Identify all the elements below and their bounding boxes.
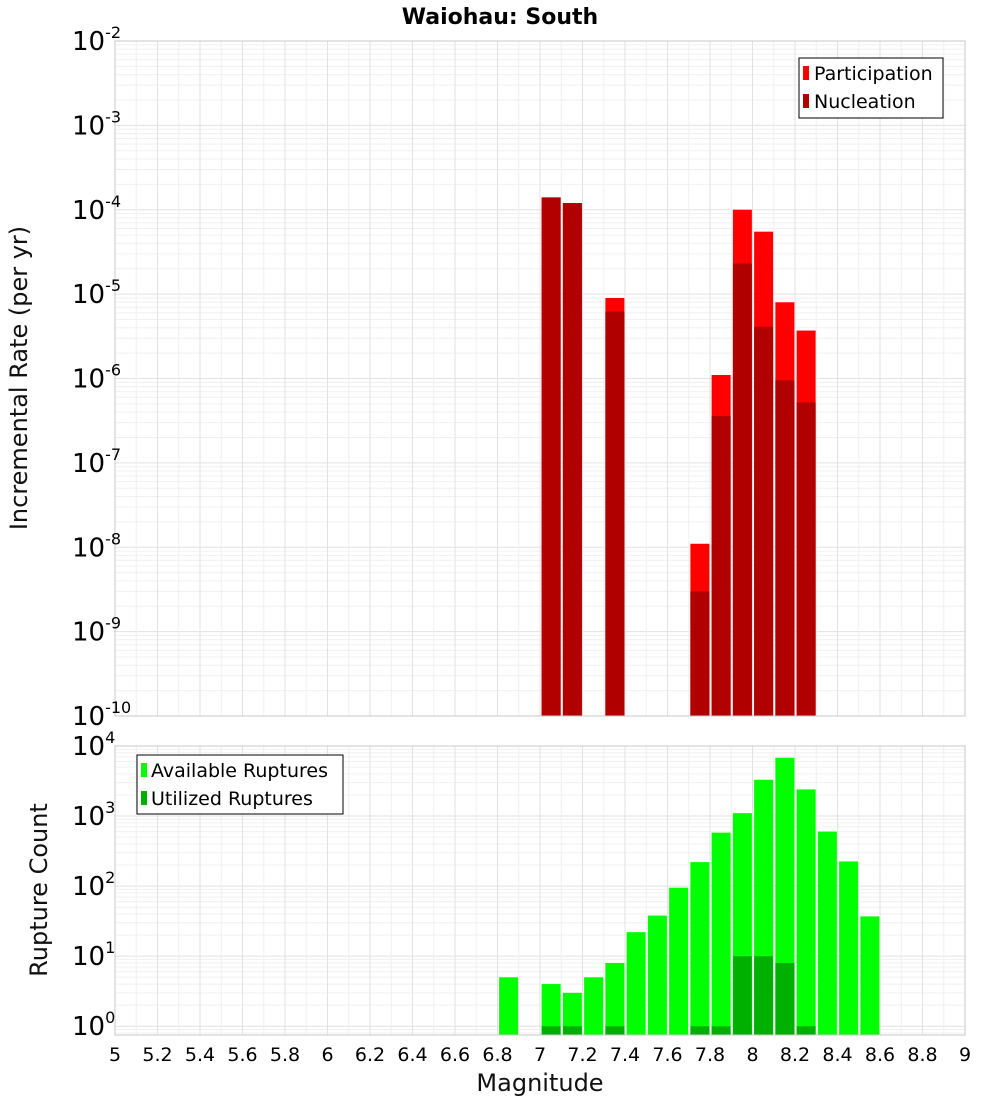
nucleation-bar	[605, 311, 625, 716]
available-bar	[562, 992, 582, 1035]
count-y-axis-label: Rupture Count	[25, 803, 53, 977]
nucleation-bar	[541, 197, 561, 717]
chart-title: Waiohau: South	[402, 5, 598, 30]
rate-legend-box	[798, 57, 944, 119]
available-bar	[796, 789, 816, 1035]
count-legend: Available Ruptures Utilized Ruptures	[136, 754, 344, 815]
x-tick-label: 7.2	[567, 1044, 597, 1066]
x-tick-label: 8.6	[865, 1044, 895, 1066]
x-tick-label: 5.6	[227, 1044, 257, 1066]
x-tick-label: 6.2	[355, 1044, 385, 1066]
rate-y-tick-label: 10-3	[72, 107, 121, 141]
utilized-bar	[775, 962, 795, 1035]
utilized-bar	[562, 1026, 582, 1035]
nucleation-bars	[541, 197, 816, 717]
x-tick-label: 8	[746, 1044, 758, 1066]
rate-y-tick-label: 10-9	[72, 614, 121, 648]
available-bar	[839, 861, 859, 1035]
rate-y-tick-label: 10-5	[72, 276, 121, 310]
count-plot-frame	[114, 745, 966, 1036]
available-bar	[860, 916, 880, 1035]
x-tick-label: 7.4	[610, 1044, 640, 1066]
utilized-legend-swatch	[141, 791, 147, 805]
nucleation-legend-label: Nucleation	[814, 91, 916, 113]
count-y-tick-label: 101	[72, 938, 115, 972]
utilized-legend-label: Utilized Ruptures	[151, 788, 313, 810]
count-y-tick-label: 102	[72, 868, 115, 902]
available-bar	[605, 962, 625, 1035]
x-tick-label: 5.2	[142, 1044, 172, 1066]
x-tick-label: 9	[959, 1044, 971, 1066]
nucleation-bar	[775, 380, 795, 716]
available-bar	[669, 887, 689, 1035]
rate-legend: Participation Nucleation	[798, 57, 944, 119]
utilized-bar	[690, 1026, 710, 1035]
magnitude-x-ticks: 5 5.2 5.4 5.6 5.8 6 6.2 6.4 6.6 6.8 7 7.2 7.4 7.6 7.8 8…	[109, 1044, 971, 1066]
x-tick-label: 8.4	[822, 1044, 852, 1066]
rate-y-tick-label: 10-2	[72, 23, 121, 57]
count-legend-box	[136, 754, 344, 815]
rate-y-tick-label: 10-7	[72, 445, 121, 479]
nucleation-bar	[796, 402, 816, 716]
x-tick-label: 7.6	[652, 1044, 682, 1066]
utilized-bar	[754, 956, 774, 1035]
available-bar	[541, 984, 561, 1035]
rate-y-tick-label: 10-4	[72, 192, 121, 226]
rate-y-axis-label: Incremental Rate (per yr)	[5, 226, 33, 530]
rate-y-tick-label: 10-10	[72, 698, 131, 732]
nucleation-legend-swatch	[803, 94, 809, 108]
x-tick-label: 7	[534, 1044, 546, 1066]
nucleation-bar	[711, 415, 731, 716]
nucleation-bar	[690, 591, 710, 716]
magnitude-x-axis-label: Magnitude	[476, 1069, 603, 1097]
nucleation-bar	[754, 326, 774, 716]
participation-legend-swatch	[803, 66, 809, 80]
utilized-bar	[711, 1026, 731, 1035]
x-tick-label: 8.2	[780, 1044, 810, 1066]
rate-panel: 10-2 10-3 10-4 10-5 10-6 10-7 10-8 10-9 10-10 In…	[5, 23, 966, 732]
rate-y-ticks: 10-2 10-3 10-4 10-5 10-6 10-7 10-8 10-9 10-10	[72, 23, 131, 732]
rate-plot-frame	[114, 40, 966, 717]
utilized-bar	[541, 1026, 561, 1035]
count-y-tick-label: 100	[72, 1008, 115, 1042]
utilized-bar	[605, 1026, 625, 1035]
available-bar	[626, 932, 646, 1035]
nucleation-bar	[562, 203, 582, 716]
x-tick-label: 5	[109, 1044, 121, 1066]
count-y-tick-label: 104	[72, 728, 115, 762]
x-tick-label: 6.6	[440, 1044, 470, 1066]
x-tick-label: 5.4	[185, 1044, 215, 1066]
x-tick-label: 5.8	[270, 1044, 300, 1066]
available-bar	[711, 832, 731, 1035]
nucleation-bar	[732, 263, 752, 716]
available-bar	[647, 915, 667, 1035]
x-tick-label: 7.8	[695, 1044, 725, 1066]
available-bar	[499, 977, 519, 1035]
x-tick-label: 6	[321, 1044, 333, 1066]
available-bar	[584, 977, 604, 1035]
x-tick-label: 8.8	[907, 1044, 937, 1066]
available-bar	[690, 862, 710, 1035]
rate-grid	[114, 40, 966, 717]
count-y-ticks: 104 103 102 101 100	[72, 728, 115, 1042]
rate-y-tick-label: 10-6	[72, 361, 121, 395]
count-panel: 104 103 102 101 100 5 5.2 5.4 5.6 5.8 6 6.2 6.4 6.6 6…	[25, 728, 971, 1097]
available-legend-swatch	[141, 763, 147, 777]
utilized-bar	[796, 1026, 816, 1035]
utilized-bars	[541, 956, 816, 1035]
available-legend-label: Available Ruptures	[151, 760, 328, 782]
count-y-tick-label: 103	[72, 798, 115, 832]
rate-y-tick-label: 10-8	[72, 529, 121, 563]
x-tick-label: 6.4	[397, 1044, 427, 1066]
utilized-bar	[732, 956, 752, 1035]
participation-legend-label: Participation	[814, 63, 933, 85]
available-bar	[817, 831, 837, 1035]
x-tick-label: 6.8	[482, 1044, 512, 1066]
